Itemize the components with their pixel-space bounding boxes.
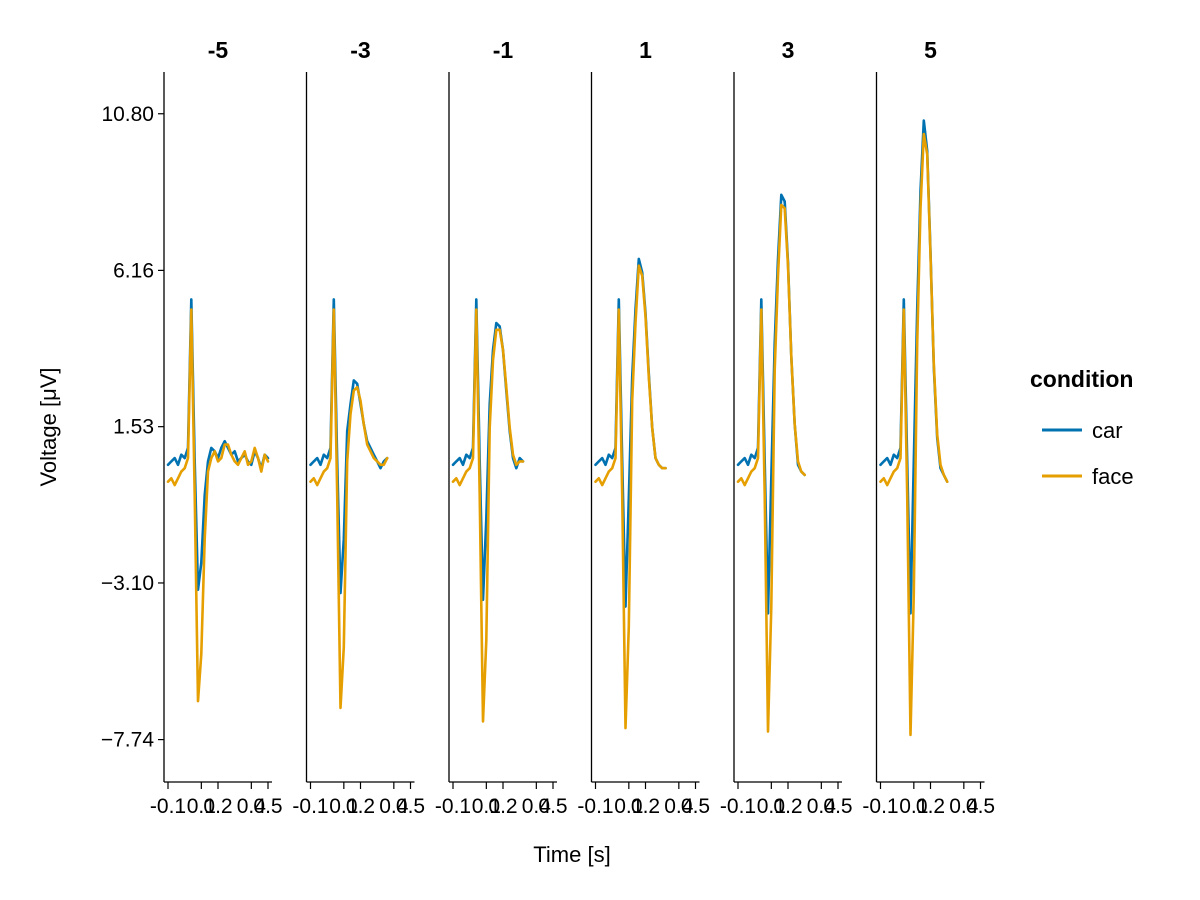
x-tick-label: 0.2	[488, 795, 517, 818]
x-tick-label: -0.1	[150, 795, 186, 818]
y-tick-label: −3.10	[101, 572, 154, 595]
x-tick-label: 0.5	[966, 795, 995, 818]
x-tick-label: 0.1	[899, 795, 928, 818]
x-tick-label: 0.4	[949, 795, 979, 818]
x-tick-label: 0.5	[396, 795, 425, 818]
x-tick-label: 0.1	[614, 795, 643, 818]
x-tick-label: 0.5	[681, 795, 710, 818]
panel--3: -3 -0.1 0.10.2 0.40.5	[292, 37, 425, 818]
x-tick-label: -0.1	[435, 795, 471, 818]
x-tick-label: 0.5	[823, 795, 852, 818]
series-line-face	[736, 203, 807, 733]
panel-3: 3 -0.1 0.10.2 0.40.5	[720, 37, 853, 818]
x-tick-label: 0.1	[472, 795, 501, 818]
y-tick-label: 10.80	[101, 103, 154, 126]
x-tick-label: 0.2	[346, 795, 375, 818]
panel-title: -3	[350, 37, 370, 63]
x-tick-label: -0.1	[862, 795, 898, 818]
x-tick-label: 0.5	[538, 795, 567, 818]
panel-5: 5 -0.1 0.10.2 0.40.5	[862, 37, 995, 818]
y-tick-label: 1.53	[113, 416, 154, 439]
chart-panels: -5-0.1 0.10.2 0.40.5-3-0.1 0.10.2 0.40.5-1-0…	[150, 37, 995, 818]
x-tick-label: 0.5	[253, 795, 282, 818]
x-tick-label: 0.1	[757, 795, 786, 818]
x-tick-label: -0.1	[577, 795, 613, 818]
y-tick-label: −7.74	[101, 729, 154, 752]
legend-label-car: car	[1092, 418, 1123, 443]
x-tick-label: 0.2	[916, 795, 945, 818]
series-line-car	[166, 298, 270, 592]
series-line-face	[451, 308, 525, 723]
panel--5: -5 -0.1 0.10.2 0.40.5	[150, 37, 283, 818]
x-tick-label: 0.4	[379, 795, 409, 818]
panel-title: 1	[639, 37, 652, 63]
x-tick-label: 0.1	[329, 795, 358, 818]
x-tick-label: 0.4	[237, 795, 267, 818]
panel-1: 1 -0.1 0.10.2 0.40.5	[577, 37, 710, 818]
legend-title: condition	[1030, 366, 1133, 392]
panel-title: -5	[208, 37, 229, 63]
x-tick-label: -0.1	[720, 795, 756, 818]
panel-title: 3	[782, 37, 795, 63]
x-tick-label: 0.2	[203, 795, 232, 818]
panel--1: -1 -0.1 0.10.2 0.40.5	[435, 37, 568, 818]
y-tick-label: 6.16	[113, 259, 154, 282]
x-tick-label: 0.4	[664, 795, 694, 818]
legend-label-face: face	[1092, 464, 1134, 489]
series-line-car	[309, 298, 389, 595]
x-tick-label: 0.2	[631, 795, 660, 818]
series-line-face	[879, 132, 949, 737]
x-tick-label: 0.1	[187, 795, 216, 818]
panel-title: 5	[924, 37, 937, 63]
x-tick-label: 0.2	[773, 795, 802, 818]
x-tick-label: 0.4	[522, 795, 552, 818]
x-tick-label: -0.1	[292, 795, 328, 818]
series-line-face	[594, 264, 667, 730]
panel-title: -1	[493, 37, 514, 63]
legend: condition car face	[1030, 366, 1134, 489]
series-line-face	[309, 308, 389, 710]
y-axis: −7.74 −3.10 1.53 6.16 10.80	[101, 103, 164, 752]
x-tick-label: 0.4	[807, 795, 837, 818]
x-axis-label: Time [s]	[533, 842, 610, 867]
series-line-face	[166, 308, 270, 703]
y-axis-label: Voltage [μV]	[36, 367, 61, 486]
